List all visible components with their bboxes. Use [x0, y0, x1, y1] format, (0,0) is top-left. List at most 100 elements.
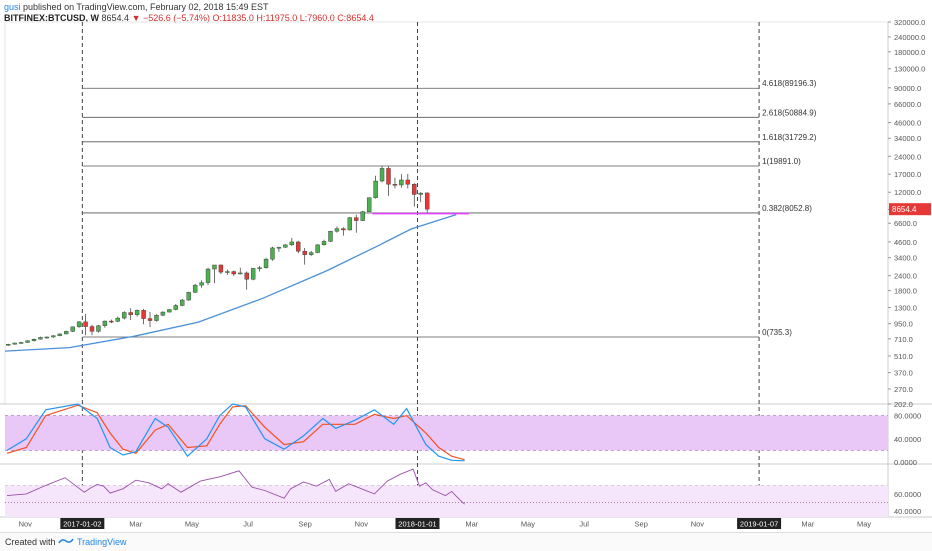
candle-body: [173, 305, 178, 310]
price-tick-label: 4600.0: [894, 238, 917, 247]
time-tick-label: Nov: [691, 520, 705, 529]
tradingview-brand[interactable]: TradingView: [77, 537, 127, 547]
candle-body: [154, 314, 159, 321]
time-tick-label: Nov: [355, 520, 369, 529]
candle-body: [424, 192, 430, 210]
stoch-k-line: [6, 403, 465, 462]
candle-body: [386, 168, 391, 185]
candle-body: [109, 320, 114, 323]
stoch-band: [5, 415, 888, 451]
ticker-symbol[interactable]: BITFINEX:BTCUSD, W: [4, 13, 99, 23]
candle-body: [315, 244, 320, 253]
rsi-line: [6, 468, 465, 505]
candle-body: [263, 258, 269, 268]
candle-body: [102, 320, 108, 326]
publish-line: gusi published on TradingView.com, Febru…: [4, 2, 374, 13]
price-tick-label: 1300.0: [894, 303, 917, 312]
price-tick-label: 130000.0: [894, 65, 925, 74]
candle-body: [83, 321, 88, 327]
price-tick-label: 710.0: [894, 335, 913, 344]
stoch-tick-label: 80.0000: [894, 412, 921, 421]
moving-average-line: [4, 213, 457, 352]
price-change: ▼ −526.6 (−5.74%): [131, 13, 211, 23]
rsi-tick-label: 60.0000: [894, 490, 921, 499]
candle-body: [12, 342, 17, 345]
candle-body: [321, 241, 327, 246]
candle-body: [412, 184, 417, 195]
candle-body: [392, 184, 398, 186]
candle-body: [225, 271, 230, 273]
fib-level-label: 1.618(31729.2): [762, 133, 817, 142]
candle-body: [347, 217, 353, 231]
candle-body: [96, 325, 101, 332]
price-tick-label: 66000.0: [894, 100, 921, 109]
stoch-tick-label: 0.0000: [894, 458, 917, 467]
time-axis: Nov 2017-01-02 Mar May Jul Sep Nov 2018-01-01 Ma…: [19, 518, 871, 529]
ohlc-values: O:11835.0 H:11975.0 L:7960.0 C:8654.4: [212, 13, 374, 23]
price-tick-label: 2400.0: [894, 272, 917, 281]
price-badge-label: 8654.4: [892, 205, 917, 214]
author-link[interactable]: gusi: [4, 2, 21, 12]
candle-body: [212, 264, 217, 270]
candle-body: [180, 299, 185, 306]
candle-body: [141, 310, 146, 319]
candle-body: [122, 312, 127, 319]
candle-body: [250, 268, 256, 280]
time-tick-label: May: [857, 520, 871, 529]
price-tick-label: 370.0: [894, 369, 913, 378]
chart-header: gusi published on TradingView.com, Febru…: [4, 2, 374, 24]
time-tick-label: Mar: [465, 520, 478, 529]
price-chart[interactable]: 320000.0 240000.0 180000.0 130000.0 90000.0 6…: [0, 0, 932, 532]
candle-body: [199, 282, 204, 286]
candle-body: [192, 284, 198, 293]
candle-body: [44, 336, 50, 339]
time-tick-label: 2018-01-01: [398, 520, 436, 529]
candle-body: [6, 344, 11, 346]
tradingview-logo-icon[interactable]: [58, 537, 74, 546]
time-tick-label: Jul: [579, 520, 589, 529]
fib-level-label: 0(735.3): [762, 328, 792, 337]
candle-body: [405, 179, 411, 185]
candle-body: [399, 179, 404, 186]
candle-body: [160, 311, 166, 316]
price-tick-label: 202.0: [894, 400, 913, 409]
candle-body: [302, 250, 307, 255]
price-tick-label: 510.0: [894, 352, 913, 361]
time-tick-highlight: [737, 518, 782, 529]
candle-body: [366, 197, 372, 212]
candle-body: [205, 268, 211, 283]
candle-body: [147, 318, 153, 321]
time-tick-highlight: [395, 518, 440, 529]
candle-body: [328, 231, 333, 242]
candle-body: [18, 342, 24, 344]
candle-body: [244, 272, 249, 280]
candle-body: [379, 168, 385, 182]
time-tick-label: Mar: [801, 520, 814, 529]
candle-body: [51, 335, 56, 338]
fib-level-label: 4.618(89196.3): [762, 79, 817, 88]
price-tick-label: 180000.0: [894, 48, 925, 57]
candle-body: [25, 340, 30, 343]
candle-body: [31, 338, 37, 341]
candle-body: [289, 241, 295, 246]
price-tick-label: 46000.0: [894, 119, 921, 128]
last-price: 8654.4: [101, 13, 130, 23]
time-tick-label: Mar: [129, 520, 142, 529]
time-tick-label: Jul: [243, 520, 253, 529]
candle-body: [115, 317, 120, 322]
candle-body: [238, 272, 243, 275]
candle-body: [418, 192, 423, 195]
fib-level-label: 1(19891.0): [762, 157, 801, 166]
candle-body: [76, 321, 82, 328]
candle-body: [276, 247, 282, 249]
candle-body: [70, 326, 75, 332]
price-tick-label: 1800.0: [894, 287, 917, 296]
rsi-band: [5, 485, 888, 517]
time-tick-label: 2019-01-07: [740, 520, 778, 529]
time-tick-label: Sep: [635, 520, 648, 529]
candles: [6, 166, 430, 346]
published-text: published on TradingView.com, February 0…: [23, 2, 269, 12]
price-tick-label: 24000.0: [894, 152, 921, 161]
candle-body: [57, 333, 62, 336]
candle-body: [341, 228, 346, 231]
